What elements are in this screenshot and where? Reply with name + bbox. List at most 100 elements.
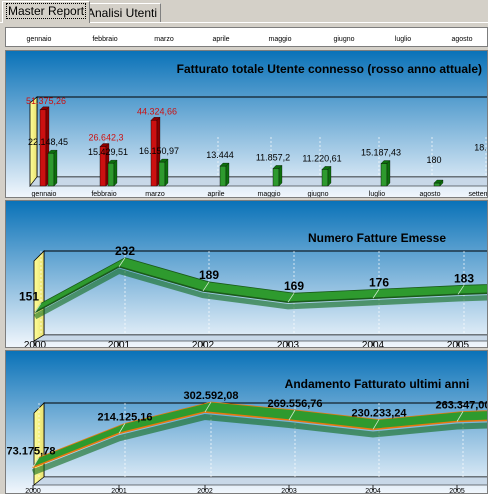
data-label: 15.187,43 [361, 147, 401, 157]
data-label: 13.444 [206, 150, 234, 160]
bar-top [99, 143, 110, 147]
bar [380, 163, 388, 187]
bar-top [158, 158, 169, 163]
ribbon-shadow [31, 413, 487, 476]
bar-top [272, 165, 283, 169]
month-label: agosto [451, 36, 472, 43]
bar-top [321, 166, 332, 170]
tab-master-report[interactable]: Master Report [2, 1, 91, 23]
month-label: giugno [333, 36, 354, 43]
data-label: 269.556,76 [267, 398, 322, 410]
bar [433, 182, 441, 187]
chart-title: Fatturato totale Utente connesso (rosso … [177, 62, 482, 76]
x-tick-label: maggio [258, 191, 281, 198]
data-label: 180 [426, 155, 441, 165]
x-tick-label: 2003 [281, 488, 297, 494]
x-tick-label: 2000 [24, 340, 47, 348]
data-label: 169 [284, 279, 304, 293]
floor [32, 334, 487, 342]
ribbon-joint [32, 457, 40, 468]
tab-underline [0, 22, 488, 23]
bar-top [150, 117, 161, 121]
bar [321, 169, 329, 187]
data-label: 73.175,78 [7, 445, 56, 457]
bar [107, 162, 115, 187]
bar-chart-background [6, 51, 487, 197]
x-tick-label: settembre [468, 191, 488, 198]
bar-side [278, 165, 283, 187]
data-label: 183 [454, 271, 474, 285]
x-tick-label: 2004 [362, 340, 385, 348]
tab-analisi-utenti-label: Analisi Utenti [87, 6, 158, 20]
bar-top [39, 106, 50, 110]
x-tick-label: febbraio [91, 191, 116, 198]
bar-top [47, 149, 58, 154]
data-label: 176 [369, 275, 389, 289]
month-strip-panel: gennaio febbraio marzo aprile maggio giugno lu… [5, 27, 488, 47]
data-label: 214.125,16 [97, 411, 152, 423]
revenue-trend-chart-panel: Andamento Fatturato ultimi anni 2000 2001 2… [5, 350, 488, 494]
bar-side [225, 162, 230, 187]
floor [33, 476, 487, 486]
bar [219, 165, 227, 187]
data-label: 15.429,51 [88, 147, 128, 157]
ribbon-joint [287, 292, 295, 303]
ribbon-joint [372, 289, 380, 299]
x-tick-label: aprile [207, 191, 224, 198]
data-label: 232 [115, 244, 135, 258]
data-label: 22.148,45 [28, 137, 68, 147]
revenue-bar-chart: Fatturato totale Utente connesso (rosso … [6, 51, 488, 198]
tab-master-report-label: Master Report [6, 3, 87, 19]
x-tick-label: 2000 [25, 488, 41, 494]
x-tick-label: 2002 [192, 340, 215, 348]
data-label: 26.642,3 [88, 132, 123, 142]
x-tick-label: luglio [369, 191, 385, 198]
bar [39, 109, 47, 187]
ribbon-joint [118, 257, 126, 267]
tab-analisi-utenti[interactable]: Analisi Utenti [83, 3, 162, 22]
x-tick-label: 2002 [197, 488, 213, 494]
invoice-count-chart: Numero Fatture Emesse 2000 2001 2002 2003 200… [6, 201, 487, 348]
ribbon-joint [204, 401, 212, 413]
ribbon-joint [202, 281, 210, 292]
x-tick-label: 2005 [449, 488, 465, 494]
line-chart-background [6, 201, 487, 347]
bar-top [380, 160, 391, 164]
tab-bar: Master Report Analisi Utenti [0, 0, 488, 24]
bar [47, 152, 55, 187]
data-label: 263.347,00 [435, 399, 488, 411]
bar-top [107, 159, 118, 164]
data-label: 11.857,2 [256, 152, 290, 162]
data-label: 189 [199, 268, 219, 282]
ribbon-joint [372, 419, 380, 430]
bar-side [53, 149, 58, 187]
revenue-bar-chart-panel: Fatturato totale Utente connesso (rosso … [5, 50, 488, 198]
month-strip: gennaio febbraio marzo aprile maggio giugno lu… [27, 36, 473, 43]
x-tick-label: 2004 [365, 488, 381, 494]
ribbon-joint [457, 285, 465, 295]
data-label: 11.220,61 [302, 153, 341, 163]
floor [29, 176, 487, 187]
invoice-count-chart-panel: Numero Fatture Emesse 2000 2001 2002 2003 200… [5, 200, 488, 348]
month-label: maggio [269, 36, 292, 43]
bar-top [219, 162, 230, 167]
month-label: marzo [154, 36, 174, 43]
data-label: 151 [19, 289, 39, 303]
month-label: febbraio [92, 36, 117, 43]
chart-title: Numero Fatture Emesse [308, 231, 446, 245]
month-label: aprile [212, 36, 229, 43]
bar [158, 161, 166, 187]
x-tick-label: agosto [419, 191, 440, 198]
bar-side [164, 158, 169, 187]
month-label: gennaio [27, 36, 52, 43]
data-label: 230.233,24 [351, 407, 407, 419]
bar-side [327, 165, 332, 187]
data-label: 16.150,97 [139, 146, 179, 156]
x-tick-label: marzo [145, 191, 165, 198]
ribbon-shadow [33, 268, 487, 320]
data-label: 18.474 [474, 143, 488, 153]
bar [272, 168, 280, 187]
x-tick-label: 2001 [111, 488, 127, 494]
ribbon-joint [34, 303, 42, 313]
x-tick-label: gennaio [32, 191, 57, 198]
